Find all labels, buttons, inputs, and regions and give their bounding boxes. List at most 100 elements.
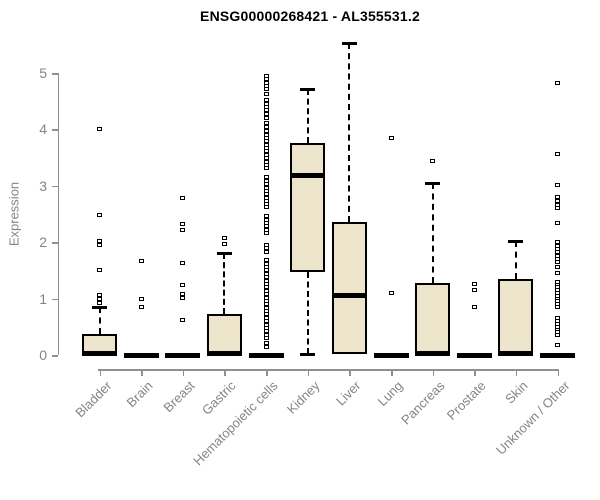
- box: [290, 142, 326, 273]
- outlier-point: [263, 111, 269, 116]
- outlier-point: [263, 116, 269, 121]
- median-line: [498, 351, 534, 357]
- x-axis-tick: [557, 369, 559, 376]
- outlier-point: [97, 127, 102, 132]
- x-axis-tick: [474, 369, 476, 376]
- x-axis-tick: [432, 369, 435, 376]
- upper-whisker-cap: [300, 87, 316, 91]
- outlier-point: [263, 340, 269, 345]
- x-axis-tick: [99, 369, 101, 376]
- x-axis-tick: [141, 369, 143, 376]
- outlier-point: [180, 261, 186, 266]
- upper-whisker-cap: [508, 240, 524, 244]
- x-tick-label: Breast: [160, 378, 198, 416]
- lower-whisker-cap: [300, 352, 316, 356]
- median-line: [248, 352, 284, 358]
- upper-whisker: [306, 88, 309, 143]
- x-tick-label: Bladder: [71, 378, 115, 421]
- upper-whisker-cap: [216, 251, 232, 255]
- median-line: [206, 351, 242, 357]
- outlier-point: [555, 195, 560, 200]
- outlier-point: [138, 305, 144, 310]
- outlier-point: [263, 344, 269, 349]
- y-axis-tick: [51, 242, 58, 244]
- outlier-point: [263, 87, 269, 92]
- outlier-point: [97, 292, 102, 297]
- chart-title: ENSG00000268421 - AL355531.2: [200, 8, 420, 24]
- lower-whisker: [306, 272, 309, 354]
- x-tick-label: Kidney: [283, 378, 323, 417]
- x-axis-tick: [182, 369, 185, 376]
- median-line: [373, 352, 409, 358]
- outlier-point: [555, 81, 560, 86]
- outlier-point: [471, 281, 477, 286]
- x-axis-line: [98, 369, 558, 371]
- outlier-point: [138, 258, 144, 263]
- x-axis-tick: [224, 369, 226, 376]
- outlier-point: [263, 231, 269, 236]
- median-line: [415, 351, 451, 357]
- outlier-point: [388, 135, 394, 140]
- x-axis-tick: [515, 369, 518, 376]
- x-tick-label: Lung: [374, 378, 406, 410]
- outlier-point: [555, 342, 560, 347]
- outlier-point: [555, 206, 560, 211]
- upper-whisker-cap: [92, 306, 107, 310]
- outlier-point: [263, 120, 269, 125]
- outlier-point: [97, 296, 102, 301]
- outlier-point: [180, 283, 186, 288]
- y-axis-tick: [51, 355, 58, 357]
- x-tick-label: Liver: [333, 378, 364, 409]
- upper-whisker: [98, 307, 101, 335]
- x-tick-label: Unknown / Other: [492, 378, 573, 458]
- median-line: [165, 352, 201, 358]
- median-line: [540, 352, 575, 358]
- outlier-point: [97, 300, 102, 305]
- upper-whisker: [348, 43, 351, 222]
- outlier-point: [555, 259, 560, 264]
- box: [331, 221, 367, 354]
- outlier-point: [263, 205, 269, 210]
- y-axis-tick: [51, 185, 58, 188]
- median-line: [123, 352, 159, 358]
- outlier-point: [221, 236, 227, 241]
- y-axis-tick: [51, 298, 58, 301]
- outlier-point: [555, 221, 560, 225]
- median-line: [456, 352, 492, 358]
- outlier-point: [555, 183, 560, 188]
- outlier-point: [388, 291, 394, 295]
- x-axis-tick: [391, 369, 393, 376]
- outlier-point: [555, 333, 560, 338]
- x-tick-label: Gastric: [199, 378, 239, 418]
- outlier-point: [263, 166, 269, 171]
- y-tick-label: 3: [39, 177, 47, 194]
- outlier-point: [180, 222, 186, 227]
- y-axis-tick: [51, 73, 58, 75]
- x-axis-tick: [307, 369, 310, 376]
- median-line: [290, 172, 326, 178]
- outlier-point: [180, 295, 186, 300]
- outlier-point: [555, 271, 560, 276]
- outlier-point: [180, 196, 186, 201]
- y-tick-label: 5: [39, 65, 47, 81]
- x-tick-label: Skin: [502, 378, 531, 407]
- box: [206, 313, 242, 355]
- outlier-point: [430, 159, 436, 163]
- y-tick-label: 2: [39, 234, 47, 251]
- outlier-point: [97, 243, 102, 247]
- outlier-point: [263, 124, 269, 129]
- outlier-point: [555, 199, 560, 203]
- y-tick-label: 4: [39, 121, 47, 138]
- outlier-point: [180, 318, 186, 322]
- median-line: [331, 293, 367, 299]
- box: [498, 278, 534, 355]
- y-tick-label: 1: [39, 290, 47, 307]
- outlier-point: [555, 265, 560, 269]
- median-line: [82, 351, 117, 357]
- y-axis-tick: [51, 129, 58, 131]
- outlier-point: [555, 305, 560, 310]
- y-axis-line: [57, 73, 59, 355]
- outlier-point: [555, 152, 560, 157]
- outlier-point: [180, 228, 186, 233]
